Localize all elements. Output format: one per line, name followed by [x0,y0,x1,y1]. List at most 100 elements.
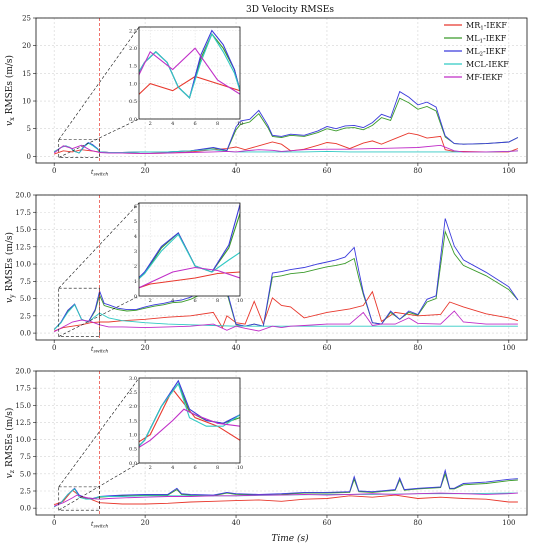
inset-y-tick-label: 2 [134,264,137,270]
x-tick-label: 0 [52,519,56,527]
inset-y-tick-label: 2.0 [129,404,137,410]
legend-label-suffix: -IEKF [483,34,507,43]
inset-y-tick-label: 0.5 [129,99,137,105]
series-line-mf-iekf [54,492,518,507]
series-line-ml2-iekf [53,218,519,330]
switch-label: tswitch [91,169,108,178]
inset-y-tick-label: 3.0 [129,376,137,382]
inset-y-tick-label: 0.0 [129,461,137,467]
x-tick-label: 100 [502,344,515,352]
inset-plot: 2 4 6 8 10 0.0 0.5 1.0 1.5 2.0 2.5 3.0 [58,376,243,511]
y-axis-label-text: RMSEs (m/s) [4,55,15,117]
inset-connector [58,295,140,337]
inset-frame [138,377,241,464]
x-tick-label: 100 [502,519,515,527]
inset-y-tick-label: 0.0 [129,117,137,123]
inset-x-tick-label: 4 [171,298,174,304]
switch-label: tswitch [91,346,108,355]
y-tick-label: 12.5 [15,243,31,251]
inset-x-tick-label: 6 [194,298,197,304]
series-line-ml2-iekf [53,468,518,508]
inset-x-tick-label: 4 [171,465,174,471]
legend-label-mf-iekf: MF-IEKF [466,73,503,82]
inset-series-line-mf-iekf [139,47,240,95]
inset-connector [58,377,140,488]
series-line-ml1-iekf [53,229,519,330]
y-tick-label: 20 [22,42,31,50]
y-axis-label: vz RMSEs (m/s) [4,408,16,479]
y-tick-label: 5 [27,125,31,133]
y-axis-label-var: v [5,473,15,478]
legend-label-main: MCL-IEKF [466,60,509,69]
inset-x-tick-label: 8 [216,298,219,304]
y-axis-label-text: RMSEs (m/s) [4,408,15,470]
switch-label-sub: switch [93,349,108,355]
inset-y-tick-label: 0.5 [129,447,137,453]
inset-x-tick-label: 2 [149,465,152,471]
inset-plot: 2 4 6 8 10 0.0 0.5 1.0 1.5 2.0 2.5 [58,26,243,158]
inset-x-tick-label: 6 [194,465,197,471]
y-tick-label: 20.0 [15,192,31,200]
y-tick-label: 7.5 [20,453,31,461]
y-tick-label: 2.5 [20,488,31,496]
inset-y-tick-label: 5 [134,219,137,225]
inset-y-tick-label: 2.0 [129,46,137,52]
axes-frame [35,370,528,516]
inset-x-tick-label: 8 [216,121,219,127]
inset-x-tick-label: 4 [171,121,174,127]
series-line-ml1-iekf [53,472,518,508]
inset-series-line-mf-iekf [139,266,240,289]
legend-label-main: MF-IEKF [466,73,503,82]
figure-title: 3D Velocity RMSEs [246,5,334,15]
x-tick-label: 80 [413,167,422,175]
inset-connector [58,462,140,511]
y-tick-label: 17.5 [15,209,31,217]
inset-connector [58,26,140,140]
legend-label-ml2-iekf: ML2-IEKF [466,47,507,58]
inset-y-tick-label: 1.0 [129,432,137,438]
x-tick-label: 20 [141,519,150,527]
y-axis-label-var: v [5,121,15,126]
inset-series-line-mf-iekf [139,408,240,449]
legend-label-main: ML [466,47,480,56]
y-tick-label: 0 [27,153,31,161]
y-tick-label: 12.5 [15,419,31,427]
y-tick-label: 15.0 [15,402,31,410]
series-line-mf-iekf [53,144,518,155]
axes-frame [35,17,528,164]
y-tick-label: 0.0 [20,505,31,513]
x-tick-label: 60 [323,344,332,352]
y-axis-label: vy RMSEs (m/s) [4,232,16,303]
inset-x-tick-label: 2 [149,298,152,304]
inset-frame [138,26,241,120]
inset-y-tick-label: 1.0 [129,81,137,87]
inset-y-tick-label: 1 [134,279,137,285]
x-tick-label: 80 [413,519,422,527]
y-axis-label-var: v [5,298,15,303]
y-axis-label-text: RMSEs (m/s) [4,232,15,294]
series-line-mcl-iekf [53,142,518,154]
inset-y-tick-label: 2.5 [129,390,137,396]
inset-series-line-mr1-iekf [139,271,240,289]
legend-label-suffix: -IEKF [483,47,507,56]
x-tick-label: 20 [141,167,150,175]
y-tick-label: 17.5 [15,385,31,393]
x-tick-label: 20 [141,344,150,352]
inset-series-line-mcl-iekf [139,233,240,280]
inset-x-tick-label: 2 [149,121,152,127]
y-tick-label: 15.0 [15,226,31,234]
x-axis-label: Time (s) [271,533,309,544]
inset-x-tick-label: 10 [237,465,243,471]
legend-label-mcl-iekf: MCL-IEKF [466,60,509,69]
series-line-mf-iekf [53,310,518,333]
y-tick-label: 25 [22,15,31,23]
y-axis-label-sub: z [8,469,16,473]
zoom-region-box [58,139,100,158]
inset-x-tick-label: 6 [194,121,197,127]
legend-label-mr1-iekf: MR1-IEKF [466,21,507,32]
y-tick-label: 5.0 [20,295,31,303]
inset-y-tick-label: 2.5 [129,28,137,34]
inset-series-line-mcl-iekf [139,382,240,447]
